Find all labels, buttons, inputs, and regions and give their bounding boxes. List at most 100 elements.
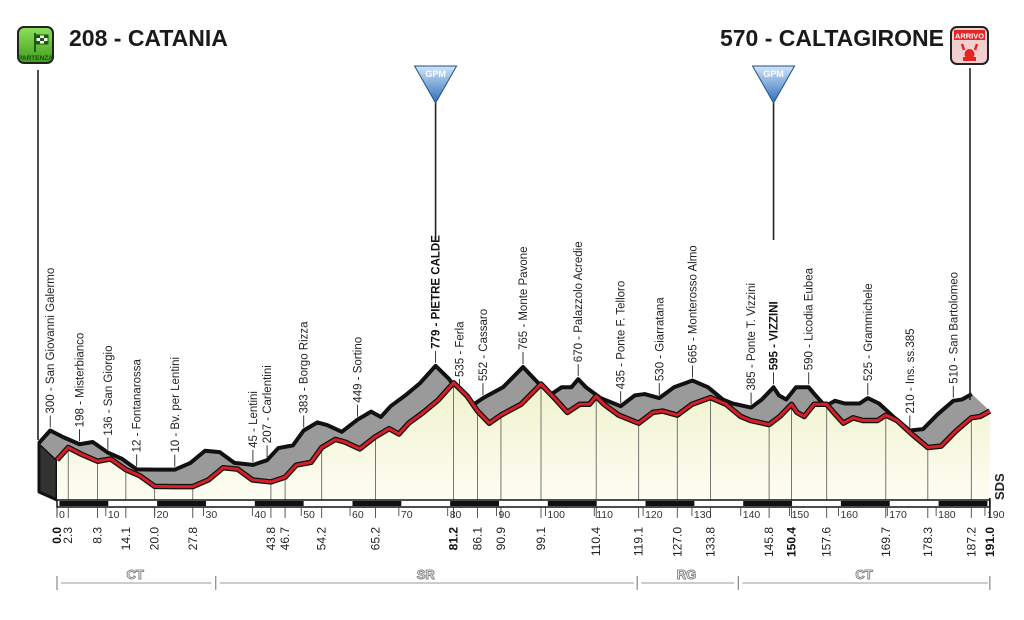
- finish-badge-label: ARRIVO: [955, 32, 984, 41]
- km-tick-label: 150: [792, 509, 810, 521]
- distance-label: 99.1: [534, 527, 548, 551]
- km-tick-label: 180: [938, 509, 956, 521]
- km-bar-segment: [938, 501, 988, 506]
- km-tick-label: 90: [499, 509, 511, 521]
- finish-badge: ARRIVO: [950, 26, 989, 65]
- km-tick-label: 70: [401, 509, 413, 521]
- km-bar-segment: [157, 501, 206, 506]
- distance-label: 178.3: [921, 527, 935, 557]
- waypoint-label: 665 - Monterosso Almo: [687, 245, 699, 363]
- distance-label: 46.7: [278, 527, 292, 551]
- waypoint-label: 207 - Carlentini: [262, 365, 274, 443]
- km-bar-segment: [59, 501, 109, 506]
- profile-fill-area: [57, 382, 990, 500]
- km-tick-label: 50: [303, 509, 315, 521]
- distance-label: 90.9: [494, 527, 508, 551]
- waypoint-label: 300 - San Giovanni Galermo: [45, 268, 57, 414]
- gpm-marker: GPM: [751, 65, 796, 105]
- waypoint-label: 779 - PIETRE CALDE: [431, 235, 443, 349]
- finish-arrivo-icon: [960, 43, 979, 61]
- distance-label: 8.3: [91, 527, 105, 544]
- gpm-label: GPM: [425, 69, 446, 79]
- distance-label: 65.2: [368, 527, 382, 551]
- distance-label: 20.0: [148, 527, 162, 551]
- km-tick-label: 40: [254, 509, 266, 521]
- profile-shadow-band: [39, 365, 990, 487]
- distance-label: 187.2: [964, 527, 978, 557]
- km-bar-segment: [450, 501, 500, 506]
- distance-label: 145.8: [762, 527, 776, 557]
- distance-label: 81.2: [447, 527, 461, 551]
- waypoint-label: 552 - Cassaro: [478, 309, 490, 381]
- km-tick-label: 130: [694, 509, 712, 521]
- km-bar-segment: [352, 501, 402, 506]
- start-flag-icon: [34, 33, 49, 52]
- distance-label: 0.0: [50, 527, 64, 544]
- waypoint-label: 210 - Ins. ss.385: [905, 328, 917, 413]
- start-badge-label: PARTENZA: [18, 55, 53, 62]
- gpm-triangle-icon: [751, 65, 796, 105]
- profile-elevation-line: [55, 381, 991, 489]
- waypoint-label: 765 - Monte Pavone: [518, 246, 530, 350]
- km-tick-label: 60: [352, 509, 364, 521]
- distance-label: 169.7: [879, 527, 893, 557]
- distance-label: 43.8: [264, 527, 278, 551]
- waypoint-label: 385 - Ponte T. Vizzini: [746, 283, 758, 391]
- distance-label: 54.2: [315, 527, 329, 551]
- km-tick-label: 20: [157, 509, 169, 521]
- km-bar-segment: [254, 501, 304, 506]
- waypoint-label: 670 - Palazzolo Acredie: [573, 241, 585, 362]
- province-label: RG: [677, 567, 697, 582]
- km-tick-label: 170: [889, 509, 907, 521]
- km-tick-label: 140: [743, 509, 761, 521]
- km-tick-label: 30: [206, 509, 218, 521]
- km-tick-label: 80: [450, 509, 462, 521]
- waypoint-label: 136 - San Giorgio: [103, 345, 115, 435]
- distance-label: 157.6: [820, 527, 834, 557]
- distance-label: 133.8: [703, 527, 717, 557]
- waypoint-label: 198 - Misterbianco: [75, 333, 87, 428]
- distance-label: 119.1: [632, 527, 646, 556]
- km-tick-label: 0: [59, 509, 65, 521]
- km-tick-label: 160: [840, 509, 858, 521]
- waypoint-label: 595 - VIZZINI: [769, 301, 781, 370]
- km-tick-label: 120: [645, 509, 663, 521]
- waypoint-label: 12 - Fontanarossa: [132, 358, 144, 452]
- province-label: CT: [855, 567, 872, 582]
- province-label: CT: [126, 567, 143, 582]
- start-city-title: 208 - CATANIA: [69, 25, 228, 51]
- province-label: SR: [417, 567, 436, 582]
- distance-label: 27.8: [186, 527, 200, 551]
- km-bar-segment: [645, 501, 695, 506]
- waypoint-label: 535 - Ferla: [455, 321, 467, 377]
- waypoint-label: 530 - Giarratana: [654, 297, 666, 381]
- waypoint-label: 525 - Grammichele: [863, 283, 875, 381]
- finish-city-title: 570 - CALTAGIRONE: [720, 25, 944, 51]
- km-bar-segment: [547, 501, 597, 506]
- distance-label: 150.4: [785, 527, 799, 557]
- distance-label: 127.0: [670, 527, 684, 557]
- distance-label: 86.1: [471, 527, 485, 551]
- km-bar-segment: [743, 501, 793, 506]
- waypoint-label: 10 - Bv. per Lentini: [170, 357, 182, 453]
- waypoint-label: 383 - Borgo Rizza: [299, 321, 311, 414]
- km-tick-label: 10: [108, 509, 120, 521]
- distance-label: 110.4: [589, 527, 603, 556]
- waypoint-label: 590 - Licodia Eubea: [804, 267, 816, 370]
- gpm-marker: GPM: [413, 65, 458, 105]
- km-tick-label: 110: [596, 509, 613, 521]
- start-badge: PARTENZA: [17, 26, 54, 64]
- km-tick-label: 190: [987, 509, 1005, 521]
- km-tick-label: 100: [547, 509, 565, 521]
- gpm-triangle-icon: [413, 65, 458, 105]
- distance-label: 2.3: [61, 527, 75, 544]
- waypoint-label: 510 - San Bartolomeo: [948, 272, 960, 384]
- distance-label: 14.1: [119, 527, 133, 551]
- km-bar-segment: [840, 501, 890, 506]
- distance-label: 191.0: [983, 527, 997, 557]
- waypoint-label: 435 - Ponte F. Telloro: [616, 281, 628, 389]
- waypoint-label: 45 - Lentini: [248, 391, 260, 448]
- waypoint-label: 449 - Sortino: [352, 337, 364, 403]
- gpm-label: GPM: [763, 69, 784, 79]
